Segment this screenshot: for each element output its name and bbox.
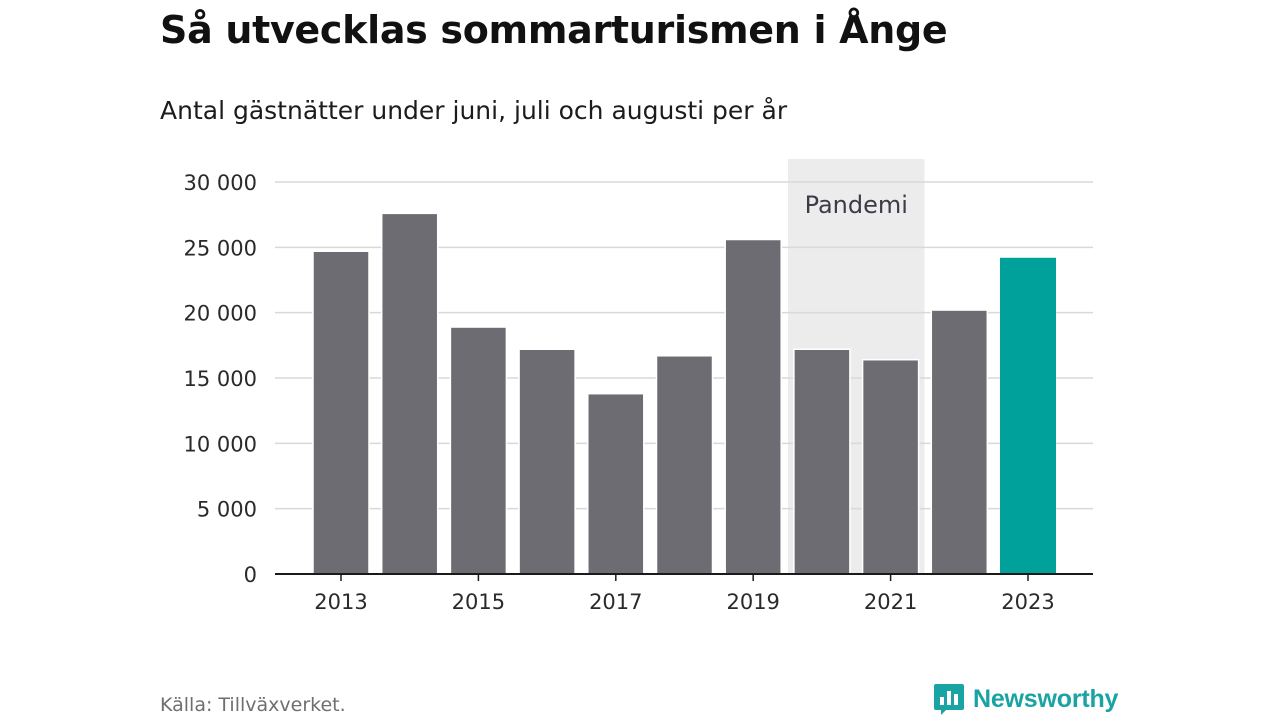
brand-name: Newsworthy — [973, 684, 1119, 713]
y-tick-label: 0 — [244, 563, 257, 587]
y-tick-label: 10 000 — [184, 432, 257, 456]
bar-2015 — [449, 326, 508, 575]
x-tick-label: 2019 — [726, 590, 779, 614]
bar-2013 — [312, 250, 370, 575]
source-note: Källa: Tillväxverket. — [160, 694, 346, 716]
chart-subtitle: Antal gästnätter under juni, juli och au… — [160, 96, 788, 125]
bar-2023 — [1000, 257, 1056, 574]
bar-2020 — [793, 348, 851, 575]
x-tick-label: 2017 — [589, 590, 642, 614]
x-tick-label: 2021 — [864, 590, 917, 614]
bar-2019 — [724, 238, 782, 575]
axes-layer: 0 5 000 10 000 15 000 20 000 25 000 30 000 2013… — [184, 171, 1093, 614]
bar-chart: Pandemi 0 5 000 10 000 15 000 20 000 25 000 30… — [184, 159, 1093, 614]
bar-2021 — [861, 358, 920, 575]
y-tick-label: 5 000 — [197, 498, 257, 522]
bar-2016 — [518, 348, 576, 575]
chart-title: Så utvecklas sommarturismen i Ånge — [160, 8, 948, 52]
bars-layer — [312, 212, 1056, 575]
y-tick-label: 30 000 — [184, 171, 257, 195]
y-tick-label: 25 000 — [184, 236, 257, 260]
y-tick-label: 15 000 — [184, 367, 257, 391]
y-tick-label: 20 000 — [184, 302, 257, 326]
bar-2018 — [655, 355, 714, 575]
bar-2014 — [380, 212, 439, 575]
brand-logo: Newsworthy — [933, 682, 1118, 716]
pandemic-band-label: Pandemi — [805, 191, 908, 219]
x-tick-label: 2023 — [1001, 590, 1054, 614]
x-tick-label: 2015 — [452, 590, 505, 614]
newsworthy-logo-icon — [934, 684, 964, 715]
x-tick-label: 2013 — [314, 590, 367, 614]
bar-2022 — [930, 309, 989, 575]
bar-2017 — [587, 392, 645, 575]
